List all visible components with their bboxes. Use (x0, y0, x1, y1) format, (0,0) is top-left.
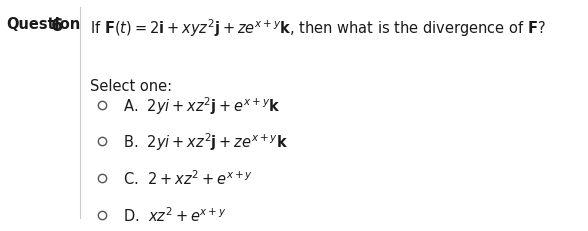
Text: Select one:: Select one: (90, 79, 172, 94)
Text: C.  $2 + xz^2 + e^{x+y}$: C. $2 + xz^2 + e^{x+y}$ (123, 169, 253, 188)
Text: If $\mathbf{F}(t) = 2\mathbf{i} + xyz^2\mathbf{j} + ze^{x+y}\mathbf{k}$, then wh: If $\mathbf{F}(t) = 2\mathbf{i} + xyz^2\… (90, 17, 546, 39)
Text: A.  $2yi + xz^2\mathbf{j} + e^{x+y}\mathbf{k}$: A. $2yi + xz^2\mathbf{j} + e^{x+y}\mathb… (123, 94, 280, 116)
Text: D.  $xz^2 + e^{x+y}$: D. $xz^2 + e^{x+y}$ (123, 205, 226, 224)
Text: 6: 6 (51, 17, 63, 35)
Text: B.  $2yi + xz^2\mathbf{j} + ze^{x+y}\mathbf{k}$: B. $2yi + xz^2\mathbf{j} + ze^{x+y}\math… (123, 131, 288, 152)
Text: Question: Question (6, 17, 81, 32)
